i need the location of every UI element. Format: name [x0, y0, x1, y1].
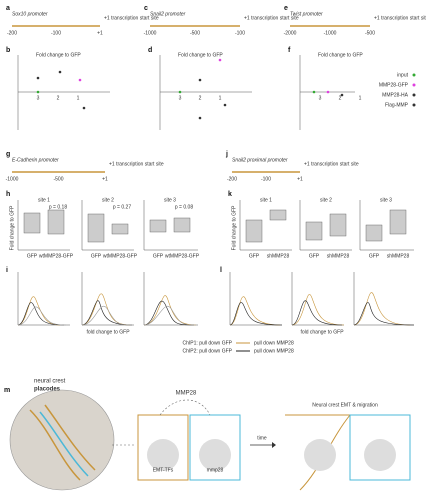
panel-letter: c [144, 5, 148, 12]
boxplots [17, 200, 414, 251]
markers [36, 58, 416, 120]
note: p = 0.27 [113, 204, 131, 210]
label: EMT-TFs [153, 467, 174, 473]
legend-label: pull down MMP28 [254, 340, 294, 346]
category-label: shMMP28 [267, 253, 290, 259]
legend-label: input [397, 72, 408, 78]
legend-label: pull down MMP28 [254, 348, 294, 354]
panel-letter: e [284, 5, 288, 12]
tick-label: -200 [227, 176, 237, 182]
promoter-title: Snail2 promoter [150, 11, 186, 17]
note: p = 0.08 [175, 204, 193, 210]
category-label: GFP [309, 253, 320, 259]
panel-letter: i [6, 267, 8, 274]
site-label: site 3 [380, 197, 392, 203]
schematic [9, 389, 411, 491]
tss-label: +1 transcription start site [304, 161, 359, 167]
legend-label: ChIP1: pull down GFP [183, 340, 233, 346]
panel-letter: l [220, 267, 222, 274]
legend-label: ChIP2: pull down GFP [183, 348, 233, 354]
tick-label: +1 [97, 30, 103, 36]
panel-letter: g [6, 151, 10, 158]
label: MMP28 [176, 391, 197, 397]
density-plots [17, 272, 415, 326]
panel-letter: a [6, 5, 10, 12]
axis-title: Fold change to GFP [318, 52, 363, 58]
axis-title: Fold change to GFP [231, 205, 237, 250]
category-label: wtMMP28-GFP [165, 253, 200, 259]
promoter-title: Twist promoter [290, 11, 323, 17]
category-label: GFP [27, 253, 38, 259]
tick-label: +1 [102, 176, 108, 182]
category-label: GFP [153, 253, 164, 259]
tick-label: 2 [339, 95, 342, 101]
panel-letter: d [148, 47, 152, 54]
tick-label: +1 [297, 176, 303, 182]
tick-label: 2 [199, 95, 202, 101]
category-label: wtMMP28-GFP [39, 253, 74, 259]
axis-title: fold change to GFP [300, 329, 344, 335]
tick-label: -500 [365, 30, 375, 36]
label: placodes [34, 387, 61, 393]
tick-label: -500 [53, 176, 63, 182]
tick-label: -100 [235, 30, 245, 36]
tss-label: +1 transcription start site [244, 15, 299, 21]
tick-label: -1000 [6, 176, 19, 182]
tick-label: 3 [37, 95, 40, 101]
legend-label: MMP28-HA [382, 92, 409, 98]
panel-letter: j [225, 151, 228, 158]
tick-label: -100 [261, 176, 271, 182]
panel-letter: b [6, 47, 10, 54]
layout [9, 25, 416, 491]
panel-letter: f [288, 47, 291, 54]
tick-label: 2 [57, 95, 60, 101]
tss-label: +1 transcription start site [104, 15, 159, 21]
tick-label: -200 [7, 30, 17, 36]
tick-label: 3 [319, 95, 322, 101]
tss-label: +1 transcription start site [109, 161, 164, 167]
panel-letter: m [4, 387, 10, 394]
note: p = 0.18 [49, 204, 67, 210]
promoter-title: Snail2 proximal promoter [232, 157, 288, 163]
site-label: site 2 [320, 197, 332, 203]
tick-label: 1 [359, 95, 362, 101]
promoter-title: E-Cadherin promoter [12, 157, 59, 163]
label: Neural crest EMT & migration [312, 402, 378, 408]
site-label: site 1 [260, 197, 272, 203]
axis [17, 55, 110, 130]
panel-letter: k [228, 191, 232, 198]
promoter-title: Sox10 promoter [12, 11, 48, 17]
category-label: GFP [369, 253, 380, 259]
tick-label: 3 [179, 95, 182, 101]
axis-title: Fold change to GFP [36, 52, 81, 58]
site-label: site 1 [38, 197, 50, 203]
category-label: GFP [249, 253, 260, 259]
axis-title: Fold change to GFP [178, 52, 223, 58]
panel-letter: h [6, 191, 10, 198]
axis [159, 55, 252, 130]
legend-label: Flag-MMP [385, 102, 409, 108]
tick-label: -500 [190, 30, 200, 36]
label: mmp28 [207, 467, 224, 473]
tick-label: 1 [219, 95, 222, 101]
axis-title: fold change to GFP [86, 329, 130, 335]
tick-label: -2000 [284, 30, 297, 36]
category-label: GFP [91, 253, 102, 259]
label: time [257, 435, 267, 441]
category-label: shMMP28 [387, 253, 410, 259]
axis-title: Fold change to GFP [9, 205, 15, 250]
tick-label: -100 [51, 30, 61, 36]
tick-label: -1000 [324, 30, 337, 36]
category-label: wtMMP28-GFP [103, 253, 138, 259]
legend-label: MMP28-GFP [379, 82, 409, 88]
label: neural crest [34, 379, 66, 385]
tss-label: +1 transcription start site [374, 15, 426, 21]
site-label: site 2 [102, 197, 114, 203]
tick-label: 1 [77, 95, 80, 101]
category-label: shMMP28 [327, 253, 350, 259]
tick-label: -1000 [144, 30, 157, 36]
site-label: site 3 [164, 197, 176, 203]
